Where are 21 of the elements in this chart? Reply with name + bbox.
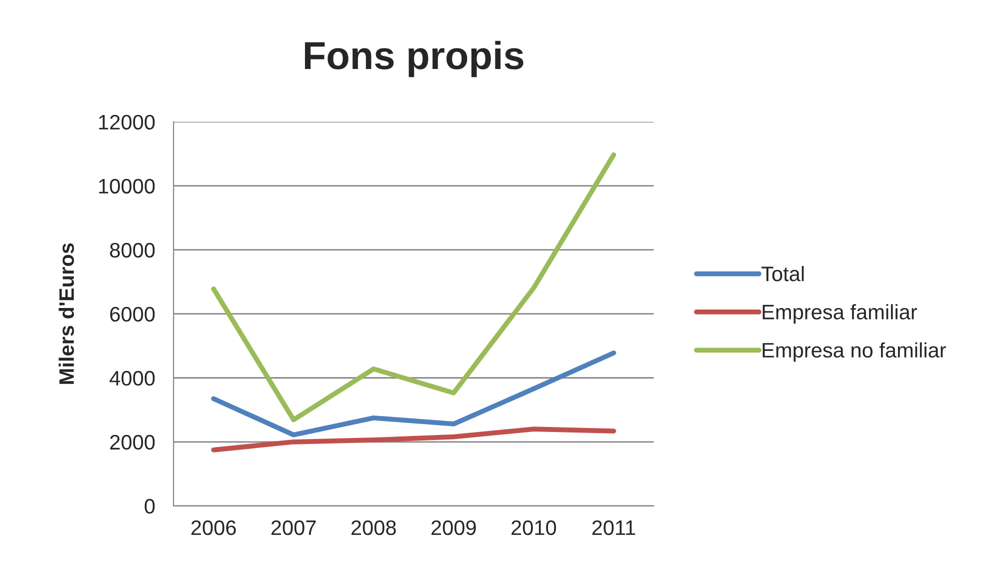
y-tick-label: 6000: [110, 306, 155, 322]
chart-title: Fons propis: [304, 40, 524, 78]
legend-label: Total: [762, 266, 804, 282]
legend-label: Empresa familiar: [762, 304, 918, 324]
x-tick-label: 2008: [351, 520, 396, 536]
y-tick-label: 10000: [99, 178, 155, 194]
line-series: [211, 152, 616, 422]
y-tick-label: 4000: [110, 370, 155, 386]
line-series: [211, 350, 616, 438]
y-tick-label: 0: [144, 498, 155, 514]
x-tick-label: 2006: [191, 520, 236, 536]
line-series: [211, 426, 616, 452]
x-tick-label: 2007: [271, 520, 316, 536]
y-axis-title: Milers d'Euros: [58, 243, 74, 384]
legend-label: Empresa no familiar: [762, 342, 946, 362]
x-tick-label: 2009: [432, 520, 476, 536]
x-tick-label: 2010: [512, 520, 556, 536]
y-tick-label: 8000: [110, 242, 155, 258]
y-tick-label: 12000: [99, 114, 155, 130]
y-tick-label: 2000: [110, 434, 155, 450]
x-tick-label: 2011: [592, 520, 636, 536]
